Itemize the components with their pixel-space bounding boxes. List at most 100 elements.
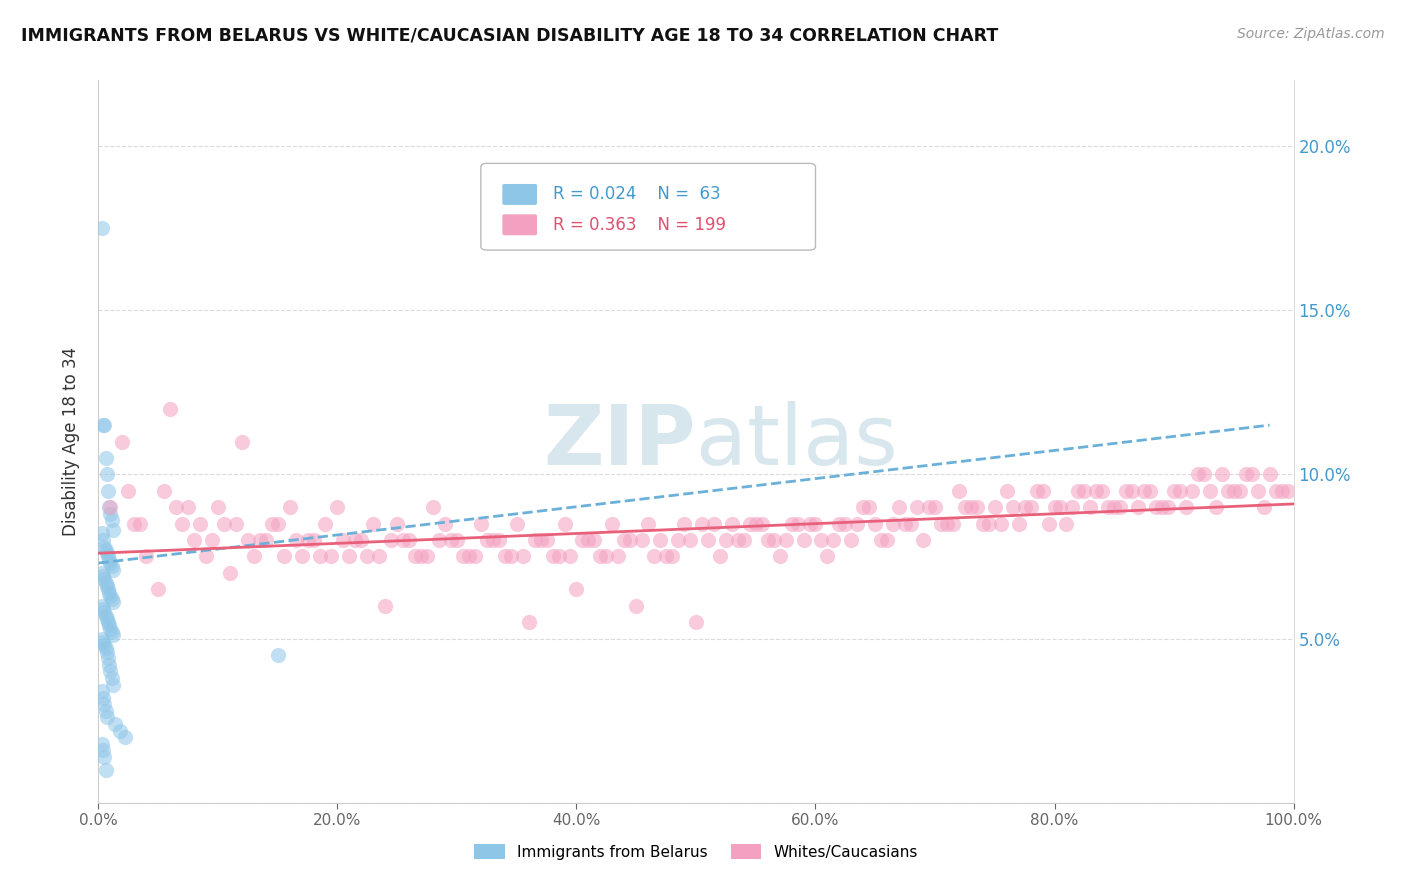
Point — [924, 500, 946, 515]
Point — [98, 585, 121, 599]
Point — [876, 533, 898, 547]
Point — [284, 533, 307, 547]
Point — [894, 516, 917, 531]
Point — [356, 549, 378, 564]
Point — [231, 434, 253, 449]
Point — [404, 549, 426, 564]
Point — [96, 645, 118, 659]
Point — [1097, 500, 1119, 515]
Point — [804, 516, 827, 531]
Point — [547, 549, 569, 564]
Point — [673, 516, 696, 531]
Point — [1008, 516, 1031, 531]
Text: IMMIGRANTS FROM BELARUS VS WHITE/CAUCASIAN DISABILITY AGE 18 TO 34 CORRELATION C: IMMIGRANTS FROM BELARUS VS WHITE/CAUCASI… — [21, 27, 998, 45]
Point — [98, 657, 121, 672]
Point — [96, 546, 118, 560]
Point — [267, 648, 290, 662]
Point — [183, 533, 205, 547]
Point — [434, 516, 457, 531]
Point — [595, 549, 617, 564]
Point — [1139, 483, 1161, 498]
Point — [1205, 500, 1227, 515]
Point — [852, 500, 875, 515]
Point — [1104, 500, 1126, 515]
Text: R = 0.024    N =  63: R = 0.024 N = 63 — [553, 186, 720, 203]
Point — [100, 559, 122, 574]
Point — [1187, 467, 1209, 482]
Point — [243, 549, 266, 564]
Point — [101, 595, 124, 609]
Point — [91, 599, 114, 613]
Point — [990, 516, 1012, 531]
Point — [93, 418, 115, 433]
Point — [655, 549, 678, 564]
Point — [995, 483, 1018, 498]
Point — [254, 533, 277, 547]
Point — [363, 516, 385, 531]
Point — [129, 516, 152, 531]
Point — [94, 641, 117, 656]
Point — [578, 533, 600, 547]
Point — [177, 500, 200, 515]
Point — [411, 549, 433, 564]
Point — [207, 500, 229, 515]
Point — [94, 450, 117, 465]
Point — [565, 582, 588, 597]
Point — [91, 526, 114, 541]
Point — [392, 533, 415, 547]
Text: Source: ZipAtlas.com: Source: ZipAtlas.com — [1237, 27, 1385, 41]
Point — [94, 575, 117, 590]
Point — [1229, 483, 1251, 498]
Point — [870, 533, 893, 547]
Point — [96, 612, 118, 626]
Point — [626, 599, 648, 613]
Point — [1271, 483, 1294, 498]
Point — [93, 605, 115, 619]
Point — [416, 549, 439, 564]
Point — [714, 533, 737, 547]
Point — [97, 549, 120, 564]
Point — [267, 516, 290, 531]
Point — [98, 556, 122, 570]
Point — [709, 549, 731, 564]
Point — [637, 516, 659, 531]
Point — [1080, 500, 1102, 515]
Text: R = 0.363    N = 199: R = 0.363 N = 199 — [553, 216, 725, 234]
Point — [398, 533, 420, 547]
Text: ZIP: ZIP — [544, 401, 696, 482]
Point — [108, 723, 131, 738]
Point — [101, 677, 124, 691]
Point — [1168, 483, 1191, 498]
Point — [153, 483, 176, 498]
Point — [98, 622, 122, 636]
Point — [475, 533, 498, 547]
Point — [697, 533, 720, 547]
Point — [100, 625, 122, 640]
Point — [1223, 483, 1246, 498]
Point — [91, 533, 114, 547]
Point — [94, 763, 117, 777]
Point — [98, 500, 122, 515]
Point — [1128, 500, 1150, 515]
Point — [385, 516, 409, 531]
Point — [368, 549, 391, 564]
Point — [905, 500, 928, 515]
Point — [339, 549, 361, 564]
Point — [643, 549, 665, 564]
Point — [273, 549, 295, 564]
Point — [96, 579, 118, 593]
Point — [98, 553, 121, 567]
Point — [91, 566, 114, 580]
Point — [815, 549, 838, 564]
Point — [1049, 500, 1071, 515]
Point — [1253, 500, 1275, 515]
Point — [135, 549, 157, 564]
Point — [1062, 500, 1084, 515]
Point — [97, 582, 120, 597]
Point — [93, 749, 115, 764]
Point — [159, 401, 181, 416]
Point — [98, 589, 122, 603]
Point — [1067, 483, 1090, 498]
Point — [560, 549, 582, 564]
Point — [94, 608, 117, 623]
